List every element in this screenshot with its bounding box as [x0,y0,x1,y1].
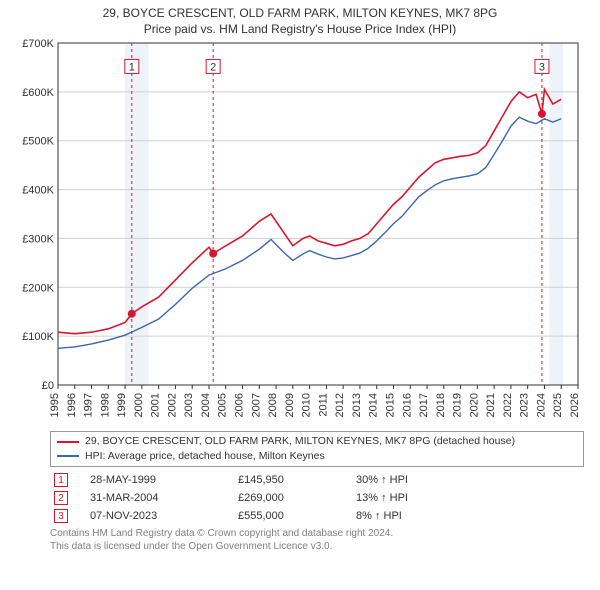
title-address: 29, BOYCE CRESCENT, OLD FARM PARK, MILTO… [10,6,590,22]
legend-label: 29, BOYCE CRESCENT, OLD FARM PARK, MILTO… [85,434,515,449]
svg-text:1998: 1998 [99,393,111,417]
event-marker-icon: 1 [54,473,68,487]
svg-text:2000: 2000 [133,393,145,417]
svg-text:2002: 2002 [166,393,178,417]
svg-text:£300K: £300K [22,234,54,246]
svg-text:2008: 2008 [267,393,279,417]
svg-text:1996: 1996 [66,393,78,417]
line-chart: £0 £100K £200K £300K £400K £500K £600K £700K 199… [10,37,590,427]
svg-text:2010: 2010 [301,393,313,417]
event-price: £145,950 [234,471,352,489]
footer-attribution: Contains HM Land Registry data © Crown c… [50,527,584,553]
svg-text:2026: 2026 [569,393,581,417]
svg-text:2021: 2021 [485,393,497,417]
event-row: 3 07-NOV-2023£555,0008% ↑ HPI [50,507,584,525]
legend-item: 29, BOYCE CRESCENT, OLD FARM PARK, MILTO… [57,434,577,449]
events-table: 1 28-MAY-1999£145,95030% ↑ HPI 2 31-MAR-200… [50,471,584,525]
svg-text:2022: 2022 [502,393,514,417]
legend-item: HPI: Average price, detached house, Milt… [57,449,577,464]
event-row: 2 31-MAR-2004£269,00013% ↑ HPI [50,489,584,507]
svg-text:3: 3 [539,62,545,74]
svg-text:£600K: £600K [22,87,54,99]
svg-text:2003: 2003 [183,393,195,417]
svg-text:2007: 2007 [250,393,262,417]
svg-text:2001: 2001 [150,393,162,417]
chart-title: 29, BOYCE CRESCENT, OLD FARM PARK, MILTO… [10,6,590,37]
svg-text:£400K: £400K [22,185,54,197]
event-price: £269,000 [234,489,352,507]
title-subtitle: Price paid vs. HM Land Registry's House … [10,22,590,38]
svg-text:2019: 2019 [452,393,464,417]
legend: 29, BOYCE CRESCENT, OLD FARM PARK, MILTO… [50,431,584,466]
svg-text:2012: 2012 [334,393,346,417]
svg-text:2024: 2024 [535,393,547,417]
event-row: 1 28-MAY-1999£145,95030% ↑ HPI [50,471,584,489]
svg-text:2004: 2004 [200,393,212,417]
svg-text:2020: 2020 [468,393,480,417]
event-marker-icon: 3 [54,509,68,523]
svg-text:2015: 2015 [384,393,396,417]
svg-text:1997: 1997 [83,393,95,417]
event-delta: 13% ↑ HPI [352,489,584,507]
event-price: £555,000 [234,507,352,525]
svg-text:£500K: £500K [22,136,54,148]
legend-swatch [57,441,79,443]
event-date: 31-MAR-2004 [86,489,234,507]
svg-text:£200K: £200K [22,282,54,294]
svg-text:2017: 2017 [418,393,430,417]
svg-text:2016: 2016 [401,393,413,417]
figure-container: 29, BOYCE CRESCENT, OLD FARM PARK, MILTO… [0,0,600,590]
svg-text:2009: 2009 [284,393,296,417]
svg-text:2023: 2023 [519,393,531,417]
event-marker-icon: 2 [54,491,68,505]
svg-text:2014: 2014 [368,393,380,417]
svg-text:2: 2 [210,62,216,74]
svg-text:1: 1 [129,62,135,74]
svg-text:2011: 2011 [317,393,329,417]
svg-text:2005: 2005 [217,393,229,417]
chart-area: £0 £100K £200K £300K £400K £500K £600K £700K 199… [10,37,590,427]
legend-swatch [57,455,79,457]
event-delta: 30% ↑ HPI [352,471,584,489]
footer-line-2: This data is licensed under the Open Gov… [50,540,584,553]
svg-text:2006: 2006 [234,393,246,417]
svg-text:£700K: £700K [22,38,54,50]
legend-label: HPI: Average price, detached house, Milt… [85,449,325,464]
svg-text:£100K: £100K [22,331,54,343]
event-delta: 8% ↑ HPI [352,507,584,525]
svg-text:2018: 2018 [435,393,447,417]
svg-text:2013: 2013 [351,393,363,417]
svg-text:1999: 1999 [116,393,128,417]
svg-text:£0: £0 [42,380,54,392]
svg-text:2025: 2025 [552,393,564,417]
svg-text:1995: 1995 [49,393,61,417]
event-date: 07-NOV-2023 [86,507,234,525]
event-date: 28-MAY-1999 [86,471,234,489]
footer-line-1: Contains HM Land Registry data © Crown c… [50,527,584,540]
